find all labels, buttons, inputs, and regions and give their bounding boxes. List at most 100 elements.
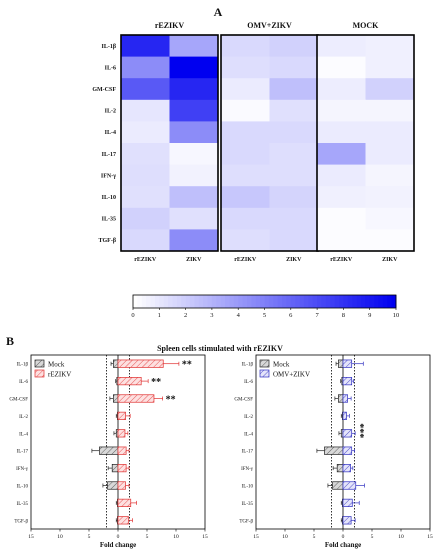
- colorbar-tick-label: 0: [131, 312, 134, 319]
- category-label-il-6: IL-6: [19, 380, 28, 385]
- heatmap-row-label-il-35: IL-35: [102, 217, 116, 223]
- colorbar-segment: [194, 295, 200, 308]
- category-label-ifn-g: IFN-γ: [16, 467, 29, 472]
- heatmap-cell-mock-il-10-zikv: [365, 186, 415, 209]
- colorbar-segment: [185, 295, 191, 308]
- bar-rezikv-gm-csf: [117, 394, 155, 403]
- heatmap-cell-rezikv-il-17-zikv: [169, 143, 219, 165]
- heatmap-cell-mock-il-1b-rezikv: [317, 35, 366, 57]
- colorbar-segment: [189, 295, 195, 308]
- legend-label-rezikv: rEZIKV: [48, 371, 71, 379]
- legend-label-mock: Mock: [273, 361, 290, 369]
- colorbar-segment: [163, 295, 169, 308]
- colorbar-segment: [308, 295, 314, 308]
- significance-il-6: **: [151, 377, 161, 388]
- category-label-tgf-b: TGF-β: [239, 519, 253, 524]
- heatmap-row-label-ifn-g: IFN-γ: [101, 173, 116, 179]
- heatmap-row-label-il-6: IL-6: [105, 65, 116, 71]
- heatmap-cell-rezikv-il-4-zikv: [169, 121, 219, 144]
- heatmap-row-label-il-2: IL-2: [105, 109, 116, 115]
- heatmap-cell-rezikv-tgf-b-zikv: [169, 229, 219, 252]
- heatmap: rEZIKV rEZIKV ZIKV OMV+ZIKV rEZIKV ZIKV MOCK rE…: [92, 21, 415, 263]
- colorbar-segment: [356, 295, 362, 308]
- category-label-il-17: IL-17: [17, 450, 29, 455]
- bar-mock-il-1b: [113, 359, 119, 368]
- x-tick-label: 5: [371, 534, 374, 540]
- heatmap-cell-rezikv-il-4-rezikv: [121, 121, 170, 144]
- colorbar-segment: [330, 295, 336, 308]
- colorbar-segment: [238, 295, 243, 308]
- heatmap-cell-mock-gm-csf-zikv: [365, 78, 415, 101]
- heatmap-cell-rezikv-il-10-rezikv: [121, 186, 170, 209]
- colorbar-segment: [181, 295, 186, 308]
- bar-omv-zikv-gm-csf: [342, 394, 348, 403]
- legend-label-omv-zikv: OMV+ZIKV: [273, 371, 310, 379]
- category-label-il-4: IL-4: [244, 432, 253, 437]
- colorbar-segment: [246, 295, 252, 308]
- bar-chart-omv-zikv: IL-1β IL-6 GM-CSF IL-2 IL-4 *** IL-17 IFN-γ IL-1…: [234, 354, 433, 549]
- x-axis-label: Fold change: [325, 541, 361, 549]
- legend-swatch-mock: [34, 359, 45, 368]
- heatmap-group-border-mock: [316, 34, 415, 252]
- heatmap-cell-mock-il-35-zikv: [365, 207, 415, 230]
- category-label-il-6: IL-6: [244, 380, 253, 385]
- colorbar-segment: [295, 295, 300, 308]
- x-tick-label: 5: [88, 534, 91, 540]
- bar-omv-zikv-il-6: [342, 377, 353, 386]
- colorbar-segment: [242, 295, 248, 308]
- heatmap-cell-mock-tgf-b-zikv: [365, 229, 415, 252]
- heatmap-cell-rezikv-il-2-rezikv: [121, 99, 170, 122]
- bar-mock-gm-csf: [338, 394, 344, 403]
- colorbar-tick-label: 6: [289, 312, 293, 319]
- bar-omv-zikv-ifn-g: [342, 464, 351, 473]
- x-tick-label: 10: [173, 534, 179, 540]
- panel-b-title: Spleen cells stimulated with rEZIKV: [157, 344, 283, 353]
- bar-omv-zikv-il-17: [342, 446, 353, 455]
- colorbar-segment: [133, 295, 138, 308]
- colorbar-segment: [211, 295, 217, 308]
- heatmap-cell-rezikv-il-2-zikv: [169, 99, 219, 122]
- heatmap-cell-rezikv-ifn-g-rezikv: [121, 164, 170, 187]
- category-label-il-35: IL-35: [17, 502, 29, 507]
- heatmap-col-label-omv-zikv-zikv: ZIKV: [286, 257, 302, 263]
- x-tick-label: 10: [282, 534, 288, 540]
- colorbar-segment: [303, 295, 309, 308]
- x-tick-label: 15: [427, 534, 433, 540]
- colorbar-segment: [290, 295, 296, 308]
- bar-omv-zikv-il-35: [342, 498, 353, 507]
- colorbar-segment: [251, 295, 257, 308]
- colorbar-segment: [312, 295, 318, 308]
- heatmap-row-label-il-10: IL-10: [102, 195, 116, 201]
- category-label-il-1b: IL-1β: [17, 363, 29, 368]
- category-label-il-2: IL-2: [244, 415, 253, 420]
- heatmap-row-label-tgf-b: TGF-β: [99, 238, 117, 244]
- heatmap-col-label-rezikv-rezikv: rEZIKV: [134, 257, 157, 263]
- colorbar-segment: [198, 295, 204, 308]
- colorbar-segment: [137, 295, 143, 308]
- heatmap-cell-omv-zikv-ifn-g-zikv: [269, 164, 319, 187]
- bar-mock-il-1b: [338, 359, 344, 368]
- colorbar-segment: [264, 295, 270, 308]
- x-tick-label: 15: [202, 534, 208, 540]
- x-tick-label: 15: [253, 534, 259, 540]
- heatmap-cell-omv-zikv-il-2-rezikv: [221, 99, 270, 122]
- colorbar-segment: [260, 295, 265, 308]
- colorbar-segment: [391, 295, 397, 308]
- bar-mock-ifn-g: [336, 464, 344, 473]
- colorbar-tick-label: 7: [315, 312, 319, 319]
- heatmap-cell-omv-zikv-il-6-zikv: [269, 56, 319, 79]
- colorbar-segment: [382, 295, 388, 308]
- bar-rezikv-ifn-g: [117, 464, 127, 473]
- heatmap-cell-mock-gm-csf-rezikv: [317, 78, 366, 101]
- heatmap-row-label-il-1b: IL-1β: [102, 44, 117, 50]
- colorbar-tick-label: 9: [368, 312, 371, 319]
- panel-a-label: A: [214, 5, 223, 19]
- colorbar-segment: [321, 295, 327, 308]
- heatmap-cell-rezikv-ifn-g-zikv: [169, 164, 219, 187]
- colorbar-segment: [277, 295, 283, 308]
- colorbar-segment: [343, 295, 349, 308]
- colorbar-tick-label: 2: [184, 312, 187, 319]
- heatmap-cell-omv-zikv-il-17-zikv: [269, 143, 319, 165]
- heatmap-cell-rezikv-il-1b-zikv: [169, 35, 219, 57]
